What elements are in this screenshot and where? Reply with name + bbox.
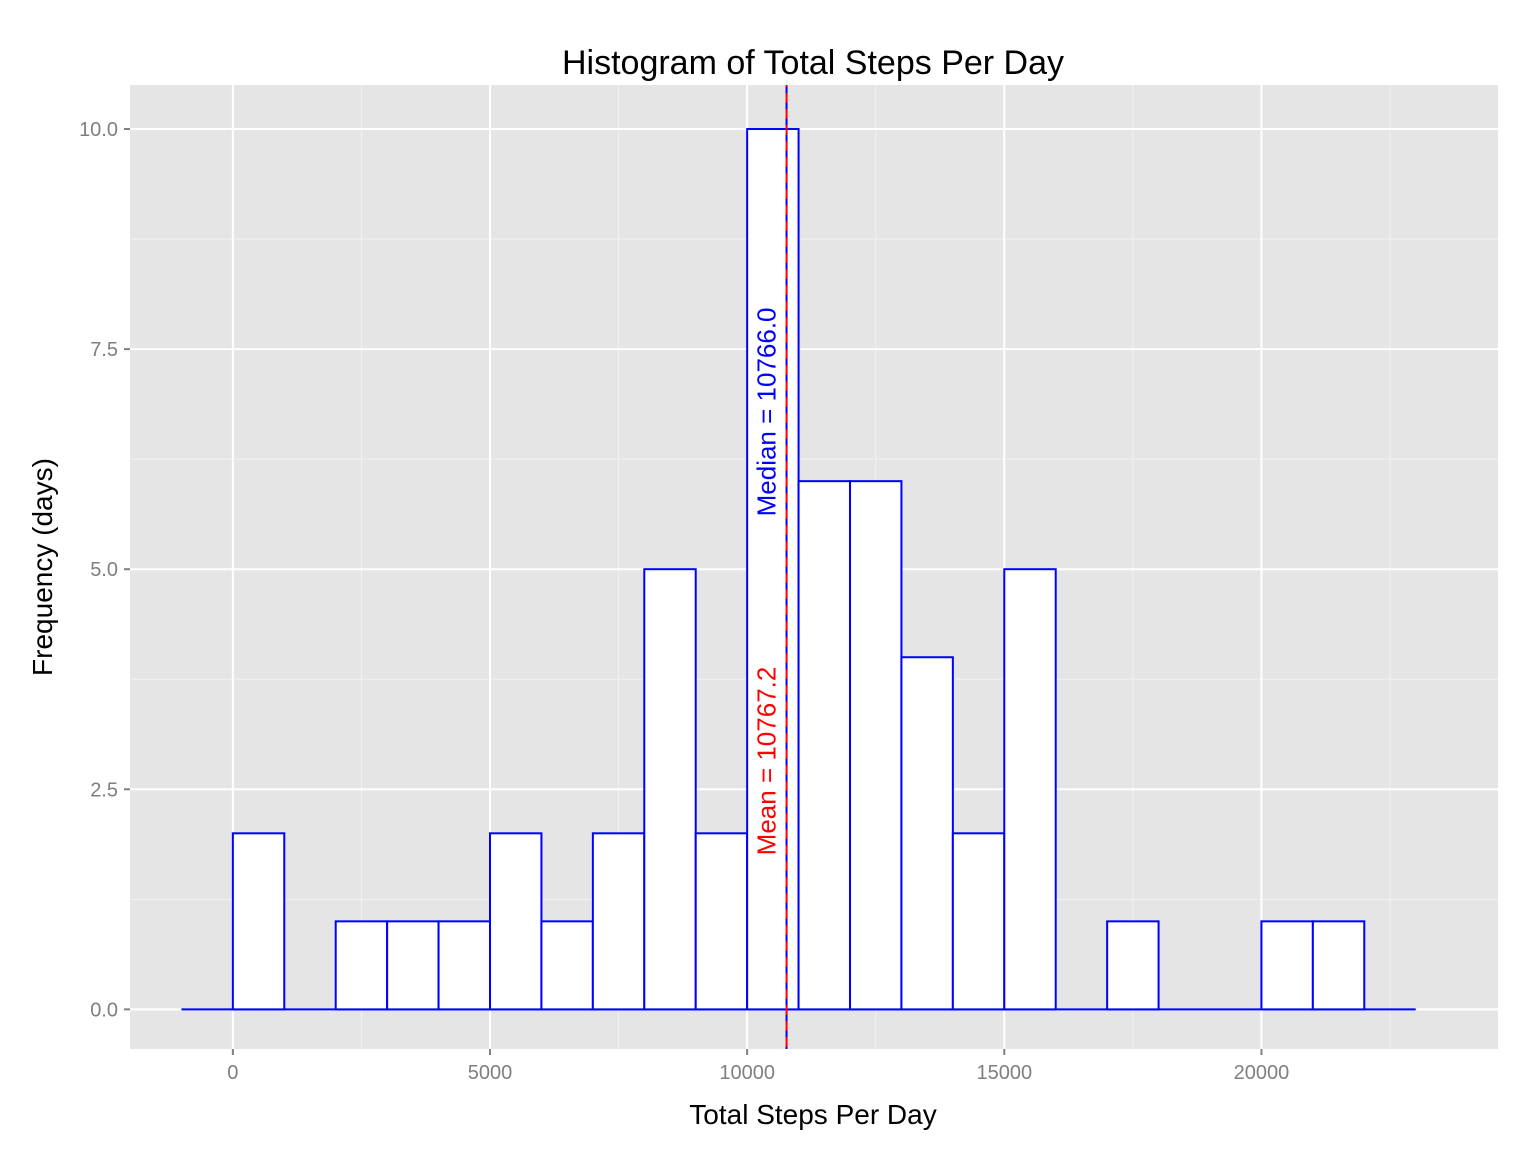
y-axis-ticks: 0.0 2.5 5.0 7.5 10.0 <box>79 119 130 1021</box>
histogram-bar <box>951 832 1006 1011</box>
histogram-bar <box>1003 568 1057 1011</box>
histogram-bar <box>746 128 800 1011</box>
x-tick-label: 0 <box>227 1062 238 1084</box>
histogram-bar <box>437 920 492 1011</box>
y-tick-label: 5.0 <box>90 559 118 581</box>
mean-label: Mean = 10767.2 <box>752 667 782 856</box>
median-label: Median = 10766.0 <box>752 307 782 516</box>
histogram-bar <box>1260 920 1314 1011</box>
y-tick-label: 10.0 <box>79 119 118 141</box>
histogram-bar <box>797 480 851 1011</box>
histogram-bar <box>489 832 543 1011</box>
y-tick-label: 7.5 <box>90 339 118 361</box>
x-tick-label: 5000 <box>468 1062 513 1084</box>
histogram-bar <box>849 480 903 1011</box>
histogram-bar <box>1311 920 1366 1011</box>
x-axis-ticks: 0 5000 10000 15000 20000 <box>227 1049 1289 1084</box>
chart-title: Histogram of Total Steps Per Day <box>562 44 1064 82</box>
histogram-bar <box>334 920 389 1011</box>
histogram-bar <box>540 920 594 1011</box>
histogram-bar <box>591 832 646 1011</box>
x-tick-label: 15000 <box>976 1062 1032 1084</box>
x-tick-label: 20000 <box>1234 1062 1290 1084</box>
y-tick-label: 2.5 <box>90 779 118 801</box>
statistic-lines: Median = 10766.0 Mean = 10767.2 <box>752 85 788 1049</box>
histogram-bar <box>386 920 440 1011</box>
y-tick-label: 0.0 <box>90 999 118 1021</box>
histogram-bar <box>643 568 697 1011</box>
histogram-bar <box>1106 920 1160 1011</box>
x-tick-label: 10000 <box>719 1062 775 1084</box>
histogram-bars <box>181 128 1416 1011</box>
histogram-bar <box>694 832 749 1011</box>
histogram-bar <box>231 832 286 1011</box>
x-axis-title: Total Steps Per Day <box>689 1099 936 1130</box>
y-axis-title: Frequency (days) <box>27 458 58 676</box>
histogram-bar <box>900 656 954 1011</box>
